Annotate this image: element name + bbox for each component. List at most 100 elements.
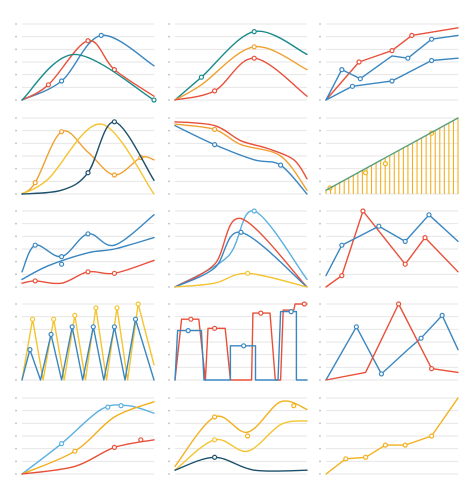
data-point-marker	[151, 97, 157, 103]
chart-panel-11	[168, 301, 308, 381]
gridline-tick-dot	[15, 303, 17, 305]
data-point-marker	[72, 312, 78, 318]
data-point-marker	[85, 231, 91, 237]
series-line	[174, 400, 308, 468]
series-line	[325, 214, 459, 277]
series-line	[174, 456, 308, 472]
chart-panel-5	[168, 117, 308, 195]
data-point-marker	[418, 335, 424, 341]
gridline-tick-dot	[15, 142, 17, 145]
data-point-marker	[244, 270, 251, 276]
series-line	[21, 236, 155, 281]
data-point-marker	[339, 242, 345, 248]
gridline-tick-dot	[168, 460, 170, 463]
series-line	[21, 53, 155, 101]
data-point-marker	[382, 160, 389, 167]
gridline-tick-dot	[168, 353, 170, 356]
data-point-marker	[32, 242, 38, 248]
data-point-marker	[111, 324, 118, 330]
series-line	[325, 314, 459, 381]
data-point-marker	[111, 270, 118, 276]
series-line	[21, 439, 155, 475]
gridline-tick-dot	[168, 328, 170, 331]
data-point-marker	[211, 437, 218, 443]
gridline-tick-dot	[319, 473, 321, 475]
gridline-tick-dot	[168, 210, 170, 212]
data-point-marker	[58, 129, 65, 135]
gridline-tick-dot	[15, 73, 17, 76]
data-point-marker	[111, 119, 118, 125]
data-point-marker	[395, 301, 402, 307]
gridline-tick-dot	[319, 328, 321, 331]
gridline-tick-dot	[15, 117, 17, 119]
gridline-tick-dot	[15, 460, 17, 463]
data-point-marker	[211, 325, 218, 331]
data-point-marker	[349, 83, 356, 89]
data-point-marker	[357, 76, 363, 82]
gridline-tick-dot	[168, 142, 170, 145]
data-point-marker	[211, 88, 218, 94]
data-point-marker	[389, 78, 395, 84]
gridline-tick-dot	[168, 409, 170, 412]
data-point-marker	[132, 316, 139, 322]
gridline-tick-dot	[168, 180, 170, 183]
gridline-tick-dot	[319, 99, 321, 101]
chart-panel-1	[15, 23, 157, 103]
data-point-marker	[211, 126, 218, 132]
data-point-marker	[439, 312, 445, 318]
series-line	[174, 46, 308, 101]
gridline-tick-dot	[168, 222, 170, 225]
data-point-marker	[339, 66, 345, 73]
data-point-marker	[291, 402, 297, 409]
gridline-tick-dot	[319, 303, 321, 305]
gridline-tick-dot	[15, 366, 17, 369]
gridline-tick-dot	[319, 260, 321, 263]
series-line	[21, 404, 155, 475]
data-point-marker	[85, 269, 91, 275]
gridline-tick-dot	[15, 222, 17, 225]
gridline-tick-dot	[168, 422, 170, 425]
chart-panel-10	[15, 301, 155, 381]
data-point-marker	[356, 59, 362, 65]
series-line	[21, 303, 155, 381]
gridline-tick-dot	[15, 473, 17, 475]
data-point-marker	[389, 47, 395, 54]
series-line	[174, 272, 308, 288]
data-point-marker	[93, 305, 99, 311]
gridline-tick-dot	[168, 86, 170, 89]
series-line	[174, 217, 308, 288]
series-line	[21, 34, 155, 101]
chart-panel-6	[319, 117, 459, 195]
data-point-marker	[241, 343, 247, 349]
gridline-tick-dot	[319, 435, 321, 437]
series-line	[174, 123, 308, 191]
gridline-tick-dot	[319, 379, 321, 381]
data-point-marker	[72, 448, 78, 454]
data-point-marker	[32, 179, 38, 186]
gridline-tick-dot	[15, 193, 17, 195]
data-point-marker	[402, 238, 408, 245]
chart-panel-2	[168, 23, 308, 101]
data-point-marker	[211, 414, 218, 420]
gridline-tick-dot	[15, 353, 17, 356]
gridline-tick-dot	[319, 210, 321, 212]
gridline-tick-dot	[168, 303, 170, 305]
data-point-marker	[27, 346, 33, 353]
gridline-tick-dot	[319, 366, 321, 369]
gridline-tick-dot	[319, 180, 321, 183]
gridline-tick-dot	[319, 61, 321, 63]
data-point-marker	[211, 454, 218, 460]
gridline-tick-dot	[168, 193, 170, 195]
data-point-marker	[244, 433, 251, 439]
gridline-tick-dot	[15, 341, 17, 343]
data-point-marker	[426, 212, 432, 218]
chart-panel-13	[15, 397, 155, 475]
data-point-marker	[428, 433, 435, 439]
gridline-tick-dot	[168, 286, 170, 288]
data-point-marker	[339, 272, 345, 279]
gridline-tick-dot	[15, 273, 17, 276]
data-point-marker	[362, 170, 369, 176]
series-line	[21, 318, 155, 381]
gridline-tick-dot	[319, 142, 321, 145]
